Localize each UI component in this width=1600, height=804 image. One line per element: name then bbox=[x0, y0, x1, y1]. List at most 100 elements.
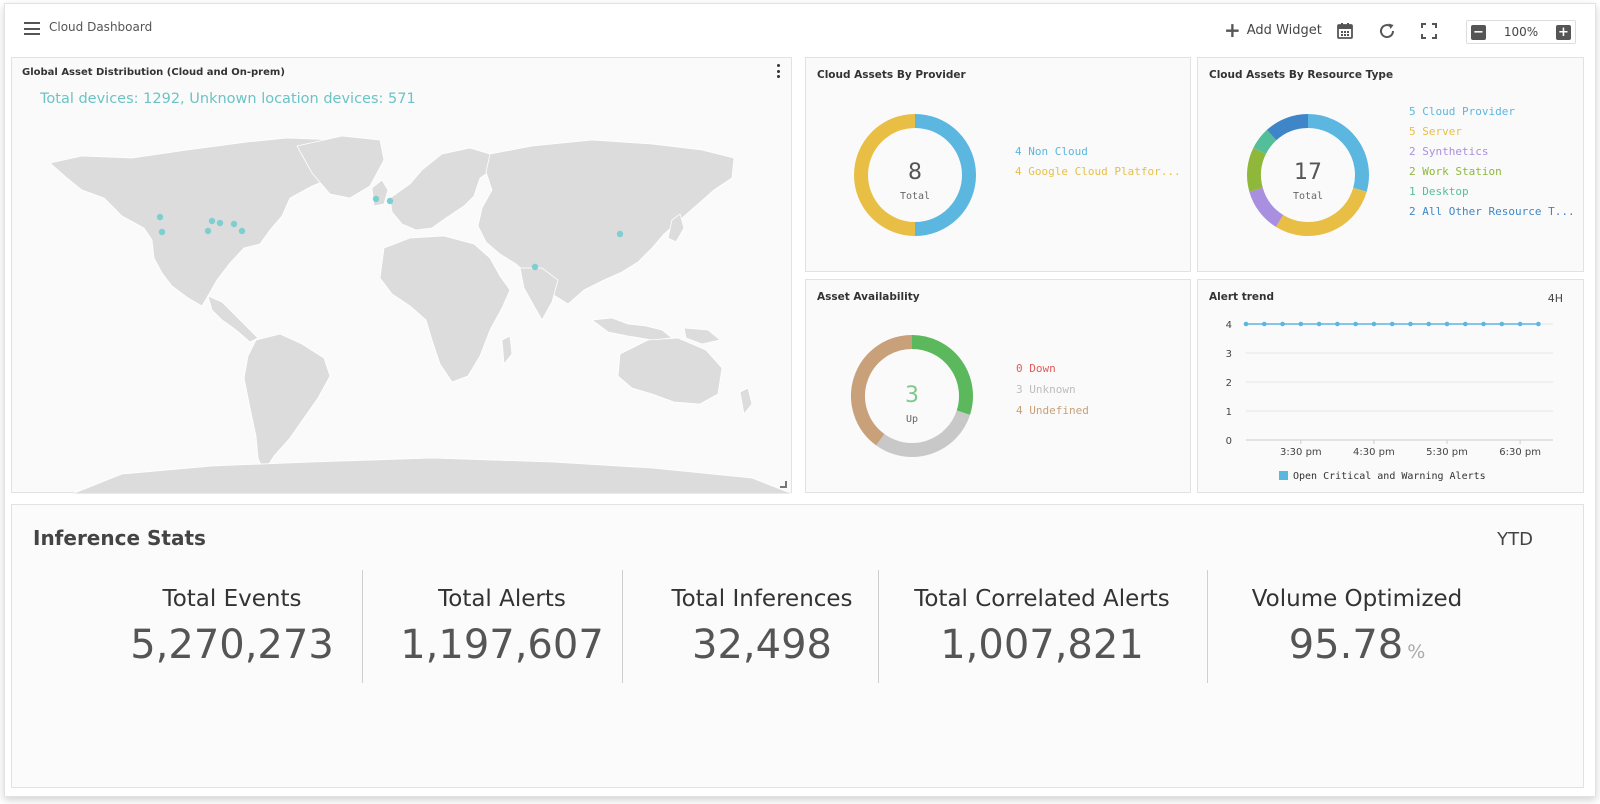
data-point[interactable] bbox=[1426, 321, 1432, 327]
availability-donut-segment-2[interactable] bbox=[851, 335, 913, 446]
x-tick-label: 4:30 pm bbox=[1353, 447, 1395, 458]
calendar-icon[interactable] bbox=[1336, 22, 1354, 40]
refresh-icon[interactable] bbox=[1378, 22, 1396, 40]
restype-donut-segment-4[interactable] bbox=[1253, 129, 1277, 155]
japan-landmass bbox=[667, 213, 685, 243]
indonesia-landmass bbox=[590, 317, 674, 341]
stat-unit: % bbox=[1407, 641, 1426, 663]
restype-donut-segment-0[interactable] bbox=[1307, 114, 1369, 192]
availability-legend: 0 Down 3 Unknown 4 Undefined bbox=[1016, 358, 1089, 421]
australia-landmass bbox=[617, 337, 723, 405]
legend-item-cloud-provider[interactable]: 5 Cloud Provider bbox=[1409, 105, 1515, 118]
resize-handle-icon[interactable] bbox=[780, 481, 787, 488]
stat-value: 1,007,821 bbox=[940, 622, 1144, 668]
stat-label: Volume Optimized bbox=[1251, 586, 1463, 612]
data-point[interactable] bbox=[1481, 321, 1486, 327]
alert-trend-range[interactable]: 4H bbox=[1547, 292, 1563, 305]
provider-legend: 4 Non Cloud 4 Google Cloud Platfor... bbox=[1015, 142, 1181, 182]
minus-icon[interactable]: − bbox=[1471, 24, 1486, 40]
europe-landmass bbox=[389, 147, 493, 231]
uk-landmass bbox=[371, 179, 389, 207]
map-marker[interactable] bbox=[531, 263, 539, 271]
new-zealand-landmass bbox=[739, 387, 753, 415]
device-markers bbox=[156, 195, 624, 271]
legend-item-non-cloud[interactable]: 4 Non Cloud bbox=[1015, 145, 1088, 158]
plus-square-icon[interactable]: + bbox=[1556, 24, 1571, 40]
map-marker[interactable] bbox=[158, 228, 166, 236]
data-point[interactable] bbox=[1408, 321, 1413, 327]
map-marker[interactable] bbox=[372, 195, 380, 203]
data-point[interactable] bbox=[1261, 321, 1267, 327]
stat-divider bbox=[622, 570, 623, 683]
map-marker[interactable] bbox=[216, 219, 224, 227]
stat-total-correlated-alerts: Total Correlated Alerts 1,007,821 bbox=[892, 570, 1192, 668]
data-point[interactable] bbox=[1371, 321, 1377, 327]
data-point[interactable] bbox=[1517, 321, 1523, 327]
map-marker[interactable] bbox=[204, 227, 212, 235]
map-marker[interactable] bbox=[208, 217, 216, 225]
legend-item-synthetics[interactable]: 2 Synthetics bbox=[1409, 145, 1489, 158]
legend-item-unknown[interactable]: 3 Unknown bbox=[1016, 383, 1076, 396]
availability-donut-segment-0[interactable] bbox=[911, 335, 973, 415]
data-point[interactable] bbox=[1316, 321, 1322, 327]
restype-donut-segment-2[interactable] bbox=[1249, 187, 1284, 227]
alert-trend-widget: Alert trend 4H 0 1 2 3 4 3:30 pm 4:30 pm 5:30 … bbox=[1197, 279, 1584, 493]
legend-item-server[interactable]: 5 Server bbox=[1409, 125, 1462, 138]
hamburger-icon[interactable] bbox=[24, 22, 40, 35]
stat-divider bbox=[1207, 570, 1208, 683]
data-point[interactable] bbox=[1280, 321, 1285, 327]
data-point[interactable] bbox=[1462, 321, 1468, 327]
inference-stats-widget: Inference Stats YTD Total Events 5,270,2… bbox=[11, 504, 1584, 788]
madagascar-landmass bbox=[501, 335, 513, 366]
data-point[interactable] bbox=[1444, 321, 1450, 327]
restype-donut-segment-1[interactable] bbox=[1275, 187, 1367, 236]
y-tick-label: 1 bbox=[1226, 407, 1232, 418]
greenland-landmass bbox=[296, 135, 385, 199]
data-point[interactable] bbox=[1335, 321, 1340, 327]
legend-item-undefined[interactable]: 4 Undefined bbox=[1016, 404, 1089, 417]
world-map bbox=[49, 135, 793, 494]
provider-donut-segment-1[interactable] bbox=[854, 114, 916, 236]
provider-widget-title: Cloud Assets By Provider bbox=[817, 69, 966, 81]
legend-item-work-station[interactable]: 2 Work Station bbox=[1409, 165, 1502, 178]
data-point[interactable] bbox=[1353, 321, 1358, 327]
inference-stats-title: Inference Stats bbox=[33, 526, 206, 550]
antarctica-landmass bbox=[71, 457, 793, 494]
stats-period-selector[interactable]: YTD bbox=[1497, 529, 1533, 550]
map-marker[interactable] bbox=[386, 197, 394, 205]
alert-trend-title: Alert trend bbox=[1209, 291, 1275, 303]
zoom-value: 100% bbox=[1503, 25, 1539, 39]
south-america-landmass bbox=[243, 333, 331, 473]
data-point[interactable] bbox=[1389, 321, 1395, 327]
stat-value: 32,498 bbox=[692, 622, 832, 668]
stat-value: 5,270,273 bbox=[130, 622, 334, 668]
plus-icon: + bbox=[1224, 18, 1241, 42]
map-marker[interactable] bbox=[230, 220, 238, 228]
map-marker[interactable] bbox=[238, 227, 246, 235]
legend-item-google-cloud[interactable]: 4 Google Cloud Platfor... bbox=[1015, 165, 1181, 178]
stat-total-inferences: Total Inferences 32,498 bbox=[642, 570, 882, 668]
legend-item-desktop[interactable]: 1 Desktop bbox=[1409, 185, 1469, 198]
availability-donut-segment-1[interactable] bbox=[876, 410, 971, 457]
map-marker[interactable] bbox=[156, 213, 164, 221]
fullscreen-icon[interactable] bbox=[1420, 22, 1438, 40]
data-point[interactable] bbox=[1298, 321, 1304, 327]
add-widget-button[interactable]: + Add Widget bbox=[1224, 20, 1322, 40]
restype-donut-segment-3[interactable] bbox=[1247, 147, 1267, 192]
data-point[interactable] bbox=[1536, 321, 1541, 327]
map-marker[interactable] bbox=[616, 230, 624, 238]
availability-up-label: Up bbox=[906, 414, 918, 425]
stat-divider bbox=[362, 570, 363, 683]
y-tick-label: 4 bbox=[1226, 320, 1232, 331]
data-point[interactable] bbox=[1499, 321, 1505, 327]
provider-donut-segment-0[interactable] bbox=[914, 114, 976, 236]
restype-donut-segment-5[interactable] bbox=[1266, 114, 1309, 141]
stat-label: Total Alerts bbox=[438, 586, 566, 612]
data-point[interactable] bbox=[1243, 321, 1249, 327]
alert-legend-label: Open Critical and Warning Alerts bbox=[1293, 471, 1486, 482]
legend-item-down[interactable]: 0 Down bbox=[1016, 362, 1056, 375]
north-america-landmass bbox=[49, 137, 363, 307]
x-tick-label: 5:30 pm bbox=[1426, 447, 1468, 458]
legend-item-all-other[interactable]: 2 All Other Resource T... bbox=[1409, 205, 1575, 218]
more-options-icon[interactable] bbox=[777, 64, 781, 78]
